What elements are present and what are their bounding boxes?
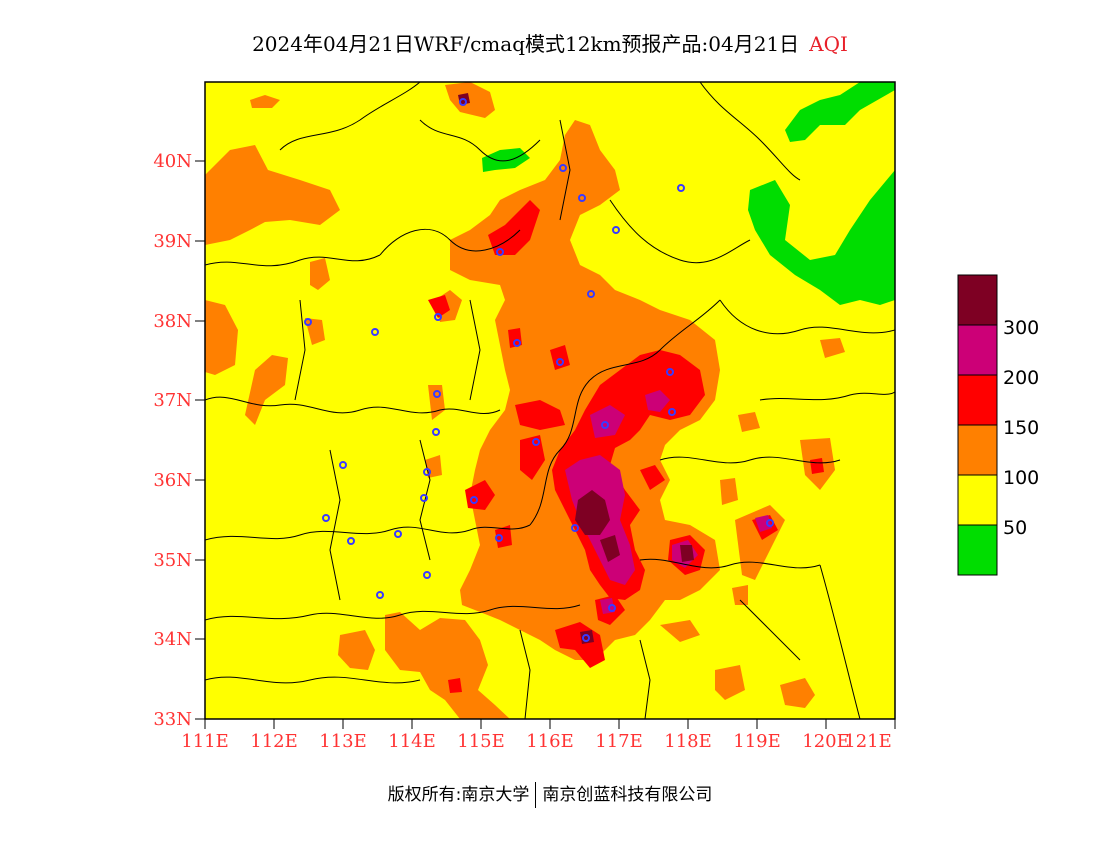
lon-label: 112E — [250, 731, 298, 752]
lat-label: 40N — [153, 151, 192, 172]
lat-label: 37N — [153, 390, 192, 411]
lon-label: 120E — [802, 731, 850, 752]
legend-label: 100 — [1003, 467, 1039, 489]
legend-swatch-hazardous — [958, 275, 997, 325]
aqi-color-legend: 50 100 150 200 300 — [957, 274, 1039, 576]
legend-swatch-good — [958, 525, 997, 575]
map-title: 2024年04月21日WRF/cmaq模式12km预报产品:04月21日 AQI — [0, 28, 1100, 57]
admin-boundaries — [205, 82, 895, 719]
copyright-text: 版权所有:南京大学 — [387, 785, 530, 805]
legend-label: 150 — [1003, 417, 1039, 439]
map-fill-layer — [205, 82, 895, 719]
footer-separator — [535, 782, 537, 808]
lon-label: 115E — [457, 731, 505, 752]
station-markers — [304, 98, 774, 642]
lat-label: 34N — [153, 629, 192, 650]
aqi-hazardous-areas — [458, 93, 694, 644]
lon-label: 118E — [664, 731, 712, 752]
lat-label: 36N — [153, 470, 192, 491]
legend-swatch-very-unhealthy — [958, 325, 997, 375]
legend-swatch-usg — [958, 425, 997, 475]
product-label: AQI — [809, 32, 848, 56]
lon-label: 111E — [181, 731, 229, 752]
lon-label: 121E — [844, 731, 892, 752]
lon-label: 114E — [388, 731, 436, 752]
longitude-axis: 111E 112E 113E 114E 115E 116E 117E 118E … — [181, 719, 896, 752]
aqi-good-areas — [482, 82, 895, 305]
legend-swatch-moderate — [958, 475, 997, 525]
lon-label: 117E — [595, 731, 643, 752]
lon-label: 113E — [319, 731, 367, 752]
legend-label: 200 — [1003, 367, 1039, 389]
lat-label: 33N — [153, 709, 192, 730]
legend-swatch-unhealthy — [958, 375, 997, 425]
legend-label: 300 — [1003, 317, 1039, 339]
title-text: 2024年04月21日WRF/cmaq模式12km预报产品:04月21日 — [252, 32, 800, 56]
lat-label: 35N — [153, 550, 192, 571]
copyright-footer: 版权所有:南京大学 南京创蓝科技有限公司 — [0, 780, 1100, 808]
company-name: 南京创蓝科技有限公司 — [542, 785, 713, 805]
lon-label: 116E — [526, 731, 574, 752]
legend-label: 50 — [1003, 517, 1027, 539]
lat-label: 38N — [153, 311, 192, 332]
lon-label: 119E — [733, 731, 781, 752]
lat-label: 39N — [153, 231, 192, 252]
aqi-usg-areas — [205, 82, 845, 719]
latitude-axis: 33N 34N 35N 36N 37N 38N 39N 40N — [153, 151, 205, 730]
